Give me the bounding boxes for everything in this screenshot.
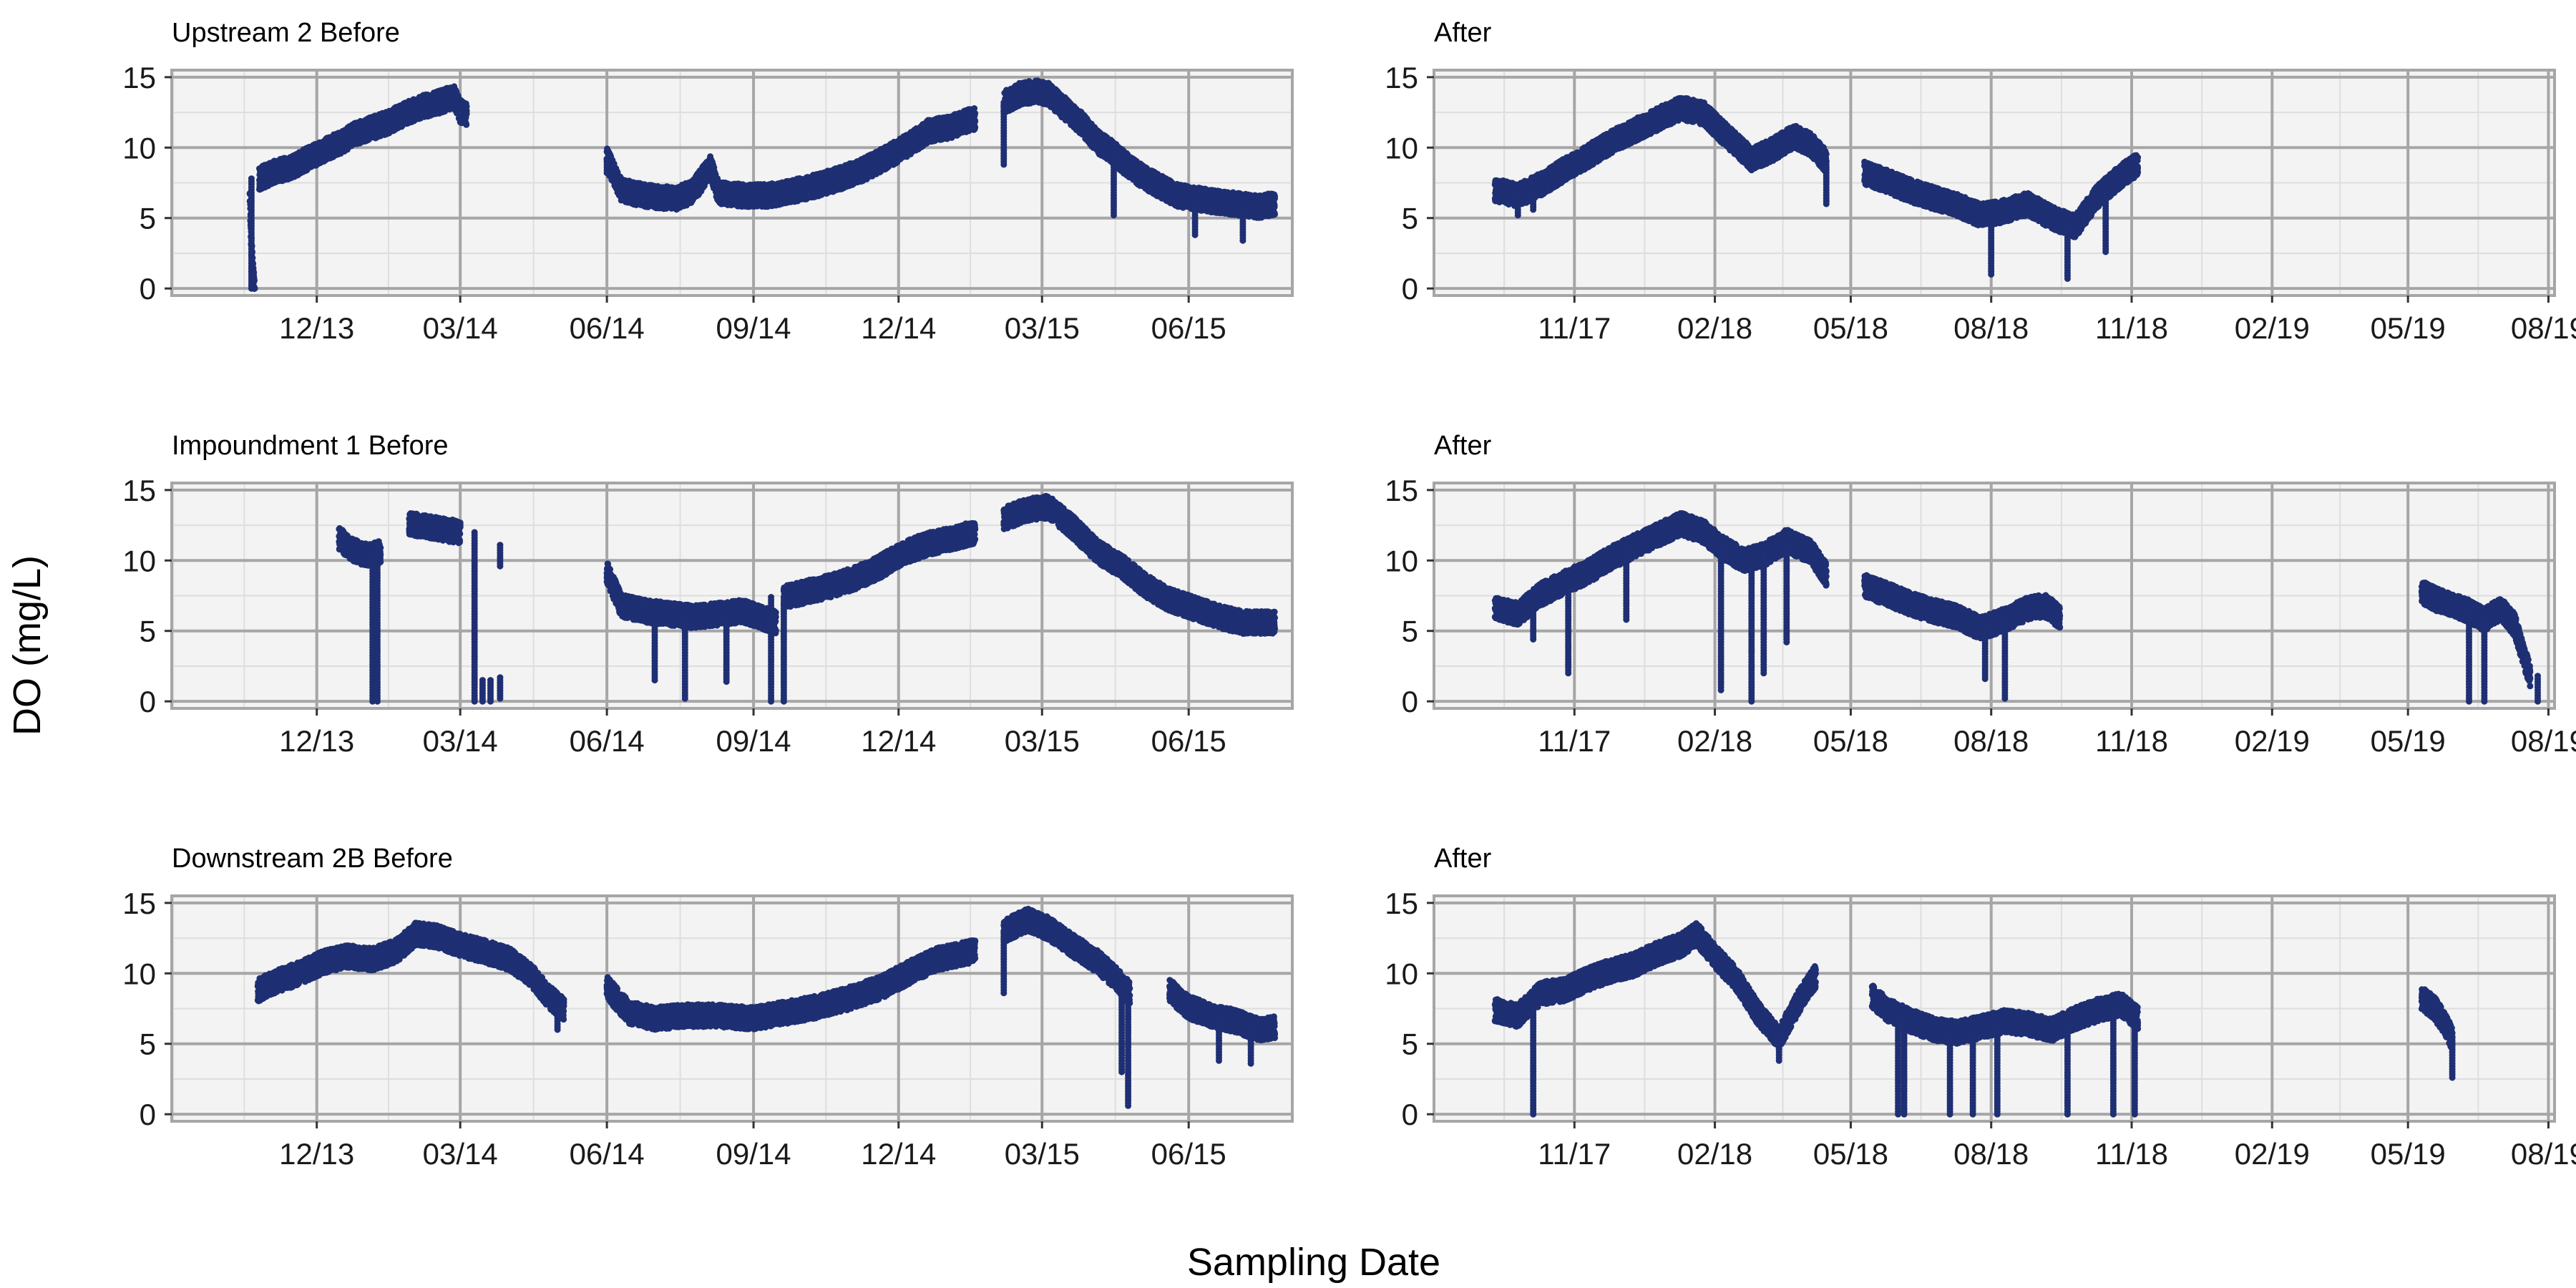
y-tick-label: 5 (140, 202, 156, 235)
x-axis-title: Sampling Date (1187, 1241, 1440, 1284)
panel-1: Upstream 2 Before 0 5 10 15 12/13 03/14 06/14 09… (122, 18, 1292, 345)
data-point (464, 103, 470, 109)
y-tick-label: 10 (122, 131, 156, 165)
x-tick-label: 12/13 (279, 311, 354, 345)
x-tick-label: 03/15 (1005, 311, 1080, 345)
x-tick-label: 06/15 (1151, 311, 1226, 345)
data-point (463, 122, 469, 128)
y-axis-title: DO (mg/L) (6, 555, 49, 736)
panel-title: Upstream 2 Before (172, 18, 400, 48)
x-tick-label: 09/14 (716, 311, 791, 345)
x-tick-label: 12/14 (861, 311, 936, 345)
panels: Upstream 2 Before 0 5 10 15 12/13 03/14 06/14 09… (122, 18, 2576, 1171)
data-point (464, 111, 470, 117)
y-tick-label: 15 (122, 61, 156, 94)
y-tick-label: 0 (140, 272, 156, 306)
x-tick-label: 06/14 (570, 311, 645, 345)
x-tick-label: 03/14 (423, 311, 498, 345)
